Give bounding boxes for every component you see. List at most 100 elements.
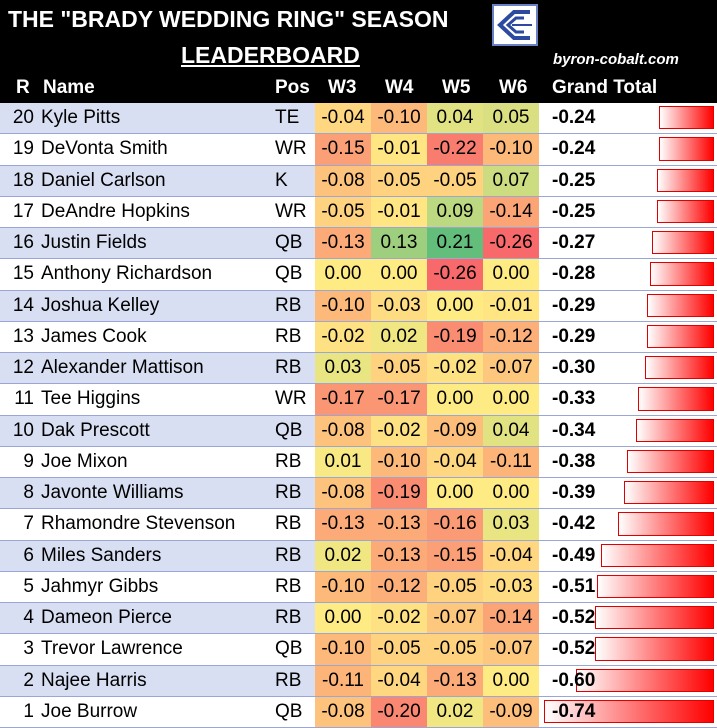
grand-total-bar: [601, 543, 714, 567]
player-name-cell: Najee Harris: [37, 665, 270, 697]
position-cell: WR: [270, 134, 315, 166]
player-name-cell: Alexander Mattison: [37, 353, 270, 385]
position-cell: QB: [270, 634, 315, 666]
rank-cell: 7: [0, 509, 37, 541]
table-row: 19 DeVonta Smith WR -0.15 -0.01 -0.22 -0.10 -0.…: [0, 134, 717, 166]
grand-total-bar: [618, 512, 714, 536]
grand-total-bar: [595, 637, 714, 661]
title-line-2: LEADERBOARD: [181, 42, 360, 68]
week-w3-cell: -0.10: [315, 290, 371, 322]
rank-cell: 12: [0, 353, 37, 385]
rank-cell: 19: [0, 134, 37, 166]
player-name-cell: Dameon Pierce: [37, 603, 270, 635]
week-w3-cell: -0.05: [315, 196, 371, 228]
table-row: 11 Tee Higgins WR -0.17 -0.17 0.00 0.00 -0.33: [0, 384, 717, 416]
week-w3-cell: -0.10: [315, 571, 371, 603]
col-header-w3: W3: [328, 77, 357, 98]
grand-total-cell: -0.42: [539, 509, 717, 541]
table-row: 2 Najee Harris RB -0.11 -0.04 -0.13 0.00 -0.60: [0, 665, 717, 697]
grand-total-bar: [638, 387, 714, 411]
grand-total-bar: [652, 231, 714, 255]
week-w3-cell: -0.13: [315, 228, 371, 260]
week-w6-cell: -0.12: [483, 321, 539, 353]
player-name-cell: DeAndre Hopkins: [37, 196, 270, 228]
grand-total-value: -0.28: [552, 263, 596, 285]
week-w6-cell: -0.09: [483, 696, 539, 728]
grand-total-bar: [636, 418, 714, 442]
player-name-cell: Miles Sanders: [37, 540, 270, 572]
week-w4-cell: -0.02: [371, 603, 427, 635]
week-w6-cell: 0.00: [483, 478, 539, 510]
week-w4-cell: -0.20: [371, 696, 427, 728]
grand-total-cell: -0.51: [539, 571, 717, 603]
position-cell: RB: [270, 665, 315, 697]
grand-total-cell: -0.24: [539, 103, 717, 135]
week-w5-cell: 0.00: [427, 290, 483, 322]
rank-cell: 8: [0, 478, 37, 510]
week-w4-cell: -0.03: [371, 290, 427, 322]
grand-total-value: -0.29: [552, 294, 596, 316]
grand-total-value: -0.25: [552, 200, 596, 222]
week-w4-cell: -0.05: [371, 634, 427, 666]
col-header-w6: W6: [499, 77, 528, 98]
position-cell: QB: [270, 696, 315, 728]
grand-total-value: -0.52: [552, 607, 596, 629]
table-row: 10 Dak Prescott QB -0.08 -0.02 -0.09 0.04 -0.34: [0, 415, 717, 447]
grand-total-value: -0.38: [552, 450, 596, 472]
table-row: 3 Trevor Lawrence QB -0.10 -0.05 -0.05 -0.07 -0…: [0, 634, 717, 666]
grand-total-cell: -0.28: [539, 259, 717, 291]
table-row: 4 Dameon Pierce RB 0.00 -0.02 -0.07 -0.14 -0.52: [0, 603, 717, 635]
grand-total-cell: -0.34: [539, 415, 717, 447]
week-w6-cell: -0.11: [483, 446, 539, 478]
week-w5-cell: -0.05: [427, 571, 483, 603]
player-name-cell: Daniel Carlson: [37, 165, 270, 197]
week-w6-cell: -0.07: [483, 353, 539, 385]
player-name-cell: Anthony Richardson: [37, 259, 270, 291]
player-name-cell: James Cook: [37, 321, 270, 353]
week-w4-cell: -0.05: [371, 165, 427, 197]
player-name-cell: Justin Fields: [37, 228, 270, 260]
grand-total-bar: [659, 137, 714, 161]
player-name-cell: Joe Burrow: [37, 696, 270, 728]
grand-total-cell: -0.24: [539, 134, 717, 166]
player-name-cell: Joshua Kelley: [37, 290, 270, 322]
week-w6-cell: 0.04: [483, 415, 539, 447]
grand-total-bar: [647, 293, 714, 317]
position-cell: RB: [270, 478, 315, 510]
grand-total-cell: -0.49: [539, 540, 717, 572]
table-row: 18 Daniel Carlson K -0.08 -0.05 -0.05 0.07 -0.2…: [0, 165, 717, 197]
header: THE "BRADY WEDDING RING" SEASON LEADERBO…: [0, 0, 717, 103]
week-w3-cell: -0.17: [315, 384, 371, 416]
week-w6-cell: -0.10: [483, 134, 539, 166]
position-cell: K: [270, 165, 315, 197]
week-w6-cell: 0.00: [483, 259, 539, 291]
table-row: 17 DeAndre Hopkins WR -0.05 -0.01 0.09 -0.14 -0…: [0, 196, 717, 228]
week-w3-cell: -0.08: [315, 478, 371, 510]
grand-total-cell: -0.52: [539, 603, 717, 635]
rank-cell: 10: [0, 415, 37, 447]
position-cell: RB: [270, 290, 315, 322]
week-w6-cell: -0.04: [483, 540, 539, 572]
grand-total-bar: [645, 356, 714, 380]
grand-total-cell: -0.74: [539, 696, 717, 728]
grand-total-bar: [657, 168, 714, 192]
col-header-w4: W4: [385, 77, 414, 98]
grand-total-value: -0.51: [552, 575, 596, 597]
grand-total-value: -0.24: [552, 107, 596, 129]
grand-total-cell: -0.25: [539, 196, 717, 228]
rank-cell: 11: [0, 384, 37, 416]
grand-total-value: -0.33: [552, 388, 596, 410]
player-name-cell: Dak Prescott: [37, 415, 270, 447]
rank-cell: 17: [0, 196, 37, 228]
week-w4-cell: 0.00: [371, 259, 427, 291]
rank-cell: 6: [0, 540, 37, 572]
week-w6-cell: -0.03: [483, 571, 539, 603]
grand-total-value: -0.30: [552, 357, 596, 379]
rank-cell: 5: [0, 571, 37, 603]
week-w4-cell: -0.05: [371, 353, 427, 385]
week-w5-cell: 0.00: [427, 478, 483, 510]
rank-cell: 16: [0, 228, 37, 260]
position-cell: RB: [270, 571, 315, 603]
grand-total-value: -0.25: [552, 169, 596, 191]
week-w3-cell: -0.08: [315, 165, 371, 197]
